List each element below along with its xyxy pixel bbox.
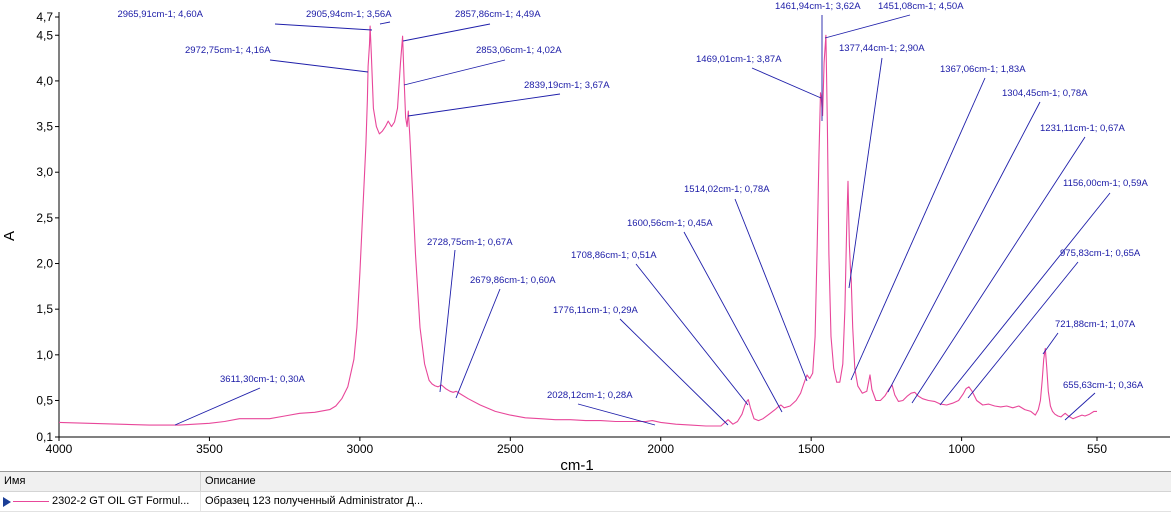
- peak-callout-line: [403, 59, 506, 86]
- peak-callout-line: [1042, 332, 1059, 355]
- peak-label: 2857,86cm-1; 4,49A: [455, 9, 541, 20]
- chart-canvas: 4000 3500 3000 2500 2000 1500 1000 550 0,1 0,5 1,0…: [1, 1, 1170, 470]
- peak-label: 721,88cm-1; 1,07A: [1055, 319, 1136, 330]
- x-tick-label: 3500: [196, 442, 223, 456]
- peak-callout-line: [734, 198, 808, 382]
- legend-row-description: Образец 123 полученный Administrator Д..…: [205, 495, 424, 507]
- x-axis-title: cm-1: [560, 457, 593, 470]
- peak-callout-line: [274, 23, 373, 31]
- current-row-arrow-icon: [3, 497, 11, 507]
- peak-label: 1461,94cm-1; 3,62A: [775, 1, 861, 12]
- x-tick-label: 3000: [347, 442, 374, 456]
- peak-label: 1708,86cm-1; 0,51A: [571, 250, 657, 261]
- y-tick-label: 3,0: [36, 165, 53, 179]
- peak-callout-line: [967, 261, 1079, 399]
- peak-label: 1377,44cm-1; 2,90A: [839, 43, 925, 54]
- x-tick-label: 4000: [46, 442, 73, 456]
- peak-callout-line: [939, 192, 1111, 406]
- peak-label: 1600,56cm-1; 0,45A: [627, 218, 713, 229]
- x-tick-label: 1000: [948, 442, 975, 456]
- peak-callout-line: [269, 59, 369, 73]
- legend-row[interactable]: 2302-2 GT OIL GT Formul... Образец 123 п…: [0, 492, 1171, 512]
- column-header-description[interactable]: Описание: [205, 475, 256, 487]
- chart-axes: [58, 12, 1170, 438]
- peak-label: 1231,11cm-1; 0,67A: [1040, 123, 1126, 134]
- legend-row-name-cell: [0, 492, 201, 511]
- peak-label: 2853,06cm-1; 4,02A: [476, 45, 562, 56]
- peak-callout-line: [887, 101, 1041, 393]
- peak-callout-line: [402, 23, 491, 42]
- peak-label: 2728,75cm-1; 0,67A: [427, 237, 513, 248]
- peak-callout-line: [824, 14, 911, 39]
- peak-label: 2965,91cm-1; 4,60A: [117, 9, 203, 20]
- peak-callout-line: [911, 136, 1086, 404]
- peak-callout-line: [635, 263, 749, 406]
- peak-label: 1156,00cm-1; 0,59A: [1063, 178, 1149, 189]
- y-tick-label: 4,5: [36, 28, 53, 42]
- x-tick-label: 2500: [497, 442, 524, 456]
- peak-label: 655,63cm-1; 0,36A: [1063, 380, 1144, 391]
- peak-label: 3611,30cm-1; 0,30A: [220, 374, 306, 385]
- peak-callout-line: [379, 21, 391, 25]
- chart-annotations: 2965,91cm-1; 4,60A 2905,94cm-1; 3,56A 2857…: [117, 1, 1149, 426]
- y-tick-label: 2,0: [36, 257, 53, 271]
- y-tick-label: 0,1: [36, 430, 53, 444]
- peak-label: 2839,19cm-1; 3,67A: [524, 80, 610, 91]
- peak-label: 2679,86cm-1; 0,60A: [470, 275, 556, 286]
- x-tick-label: 1500: [798, 442, 825, 456]
- peak-callout-line: [619, 318, 729, 426]
- peak-label: 1514,02cm-1; 0,78A: [684, 184, 770, 195]
- legend-row-name: 2302-2 GT OIL GT Formul...: [52, 495, 190, 507]
- y-tick-label: 1,0: [36, 348, 53, 362]
- peak-label: 2972,75cm-1; 4,16A: [185, 45, 271, 56]
- chart-series: [58, 25, 1097, 427]
- peak-label: 2905,94cm-1; 3,56A: [306, 9, 392, 20]
- x-tick-label: 2000: [647, 442, 674, 456]
- series-color-swatch: [13, 501, 49, 502]
- column-header-name[interactable]: Имя: [0, 472, 201, 491]
- peak-callout-line: [577, 403, 656, 426]
- legend-table: Имя Описание 2302-2 GT OIL GT Formul... …: [0, 471, 1171, 513]
- chart-ticks: 4000 3500 3000 2500 2000 1500 1000 550 0,1 0,5 1,0…: [36, 10, 1107, 456]
- peak-callout-line: [751, 67, 822, 99]
- y-axis-title: A: [1, 231, 18, 241]
- spectrum-chart[interactable]: 4000 3500 3000 2500 2000 1500 1000 550 0,1 0,5 1,0…: [0, 0, 1171, 470]
- y-tick-label: 3,5: [36, 120, 53, 134]
- y-tick-label: 1,5: [36, 302, 53, 316]
- peak-callout-line: [174, 387, 261, 426]
- spectrum-line-0: [58, 25, 1097, 427]
- peak-callout-line: [439, 249, 456, 393]
- peak-callout-line: [850, 77, 986, 381]
- peak-label: 2028,12cm-1; 0,28A: [547, 390, 633, 401]
- peak-callout-line: [407, 93, 561, 117]
- x-tick-label: 550: [1087, 442, 1107, 456]
- peak-label: 975,83cm-1; 0,65A: [1060, 248, 1141, 259]
- peak-label: 1451,08cm-1; 4,50A: [878, 1, 964, 12]
- peak-label: 1469,01cm-1; 3,87A: [696, 54, 782, 65]
- peak-callout-line: [848, 57, 883, 289]
- peak-callout-line: [1064, 392, 1096, 421]
- y-tick-label: 4,7: [36, 10, 53, 24]
- peak-label: 1304,45cm-1; 0,78A: [1002, 88, 1088, 99]
- legend-header-row: Имя Описание: [0, 472, 1171, 492]
- peak-callout-line: [455, 288, 501, 399]
- peak-label: 1367,06cm-1; 1,83A: [940, 64, 1026, 75]
- peak-label: 1776,11cm-1; 0,29A: [553, 305, 639, 316]
- y-tick-label: 4,0: [36, 74, 53, 88]
- peak-callout-line: [683, 231, 783, 413]
- y-tick-label: 2,5: [36, 211, 53, 225]
- y-tick-label: 0,5: [36, 393, 53, 407]
